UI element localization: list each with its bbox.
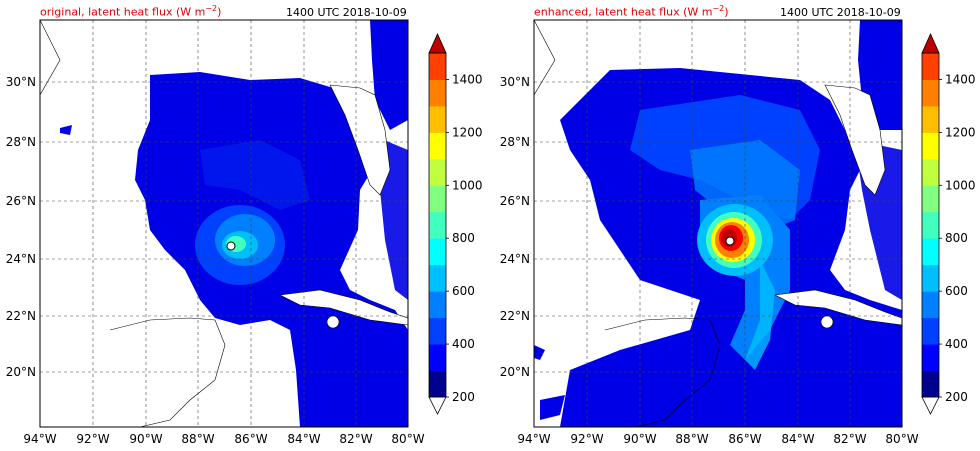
colorbar-bin bbox=[429, 132, 446, 160]
colorbar-min-arrow bbox=[428, 396, 447, 415]
colorbar-tick-label: 600 bbox=[452, 284, 475, 298]
lon-tick-label: 90°W bbox=[623, 432, 656, 446]
colorbar-bin bbox=[922, 105, 939, 133]
colorbar-bin bbox=[429, 53, 446, 80]
colorbar-tick-label: 1000 bbox=[452, 178, 483, 192]
colorbar-bin bbox=[922, 344, 939, 372]
colorbar-tick-label: 800 bbox=[452, 231, 475, 245]
colorbar-original: 200 400 600 800 1000 1200 1400 bbox=[428, 33, 483, 415]
colorbar-max-arrow bbox=[921, 33, 940, 54]
lon-tick-label: 94°W bbox=[23, 432, 56, 446]
lon-tick-label: 86°W bbox=[234, 432, 267, 446]
panel-time-original: 1400 UTC 2018-10-09 bbox=[286, 6, 407, 19]
lon-tick-label: 84°W bbox=[781, 432, 814, 446]
colorbar-bin bbox=[429, 158, 446, 186]
colorbar-bin bbox=[429, 211, 446, 239]
lat-tick-label: 30°N bbox=[500, 75, 530, 89]
colorbar-bin bbox=[922, 158, 939, 186]
colorbar-tick-label: 1400 bbox=[945, 72, 976, 86]
lon-tick-label: 92°W bbox=[570, 432, 603, 446]
colorbar-bin bbox=[922, 132, 939, 160]
colorbar-bin bbox=[429, 291, 446, 319]
lon-tick-label: 90°W bbox=[129, 432, 162, 446]
colorbar-bin bbox=[922, 264, 939, 292]
lat-tick-label: 26°N bbox=[6, 194, 36, 208]
lon-tick-label: 92°W bbox=[76, 432, 109, 446]
panel-time-enhanced: 1400 UTC 2018-10-09 bbox=[780, 6, 901, 19]
lat-tick-label: 24°N bbox=[500, 252, 530, 266]
lat-tick-label: 22°N bbox=[6, 309, 36, 323]
colorbar-bin bbox=[922, 238, 939, 266]
map-enhanced bbox=[534, 20, 902, 427]
lon-tick-label: 86°W bbox=[728, 432, 761, 446]
lat-tick-label: 26°N bbox=[500, 194, 530, 208]
colorbar-bin bbox=[429, 238, 446, 266]
colorbar-bin bbox=[922, 79, 939, 107]
colorbar-enhanced: 200 400 600 800 1000 1200 1400 bbox=[921, 33, 976, 415]
lat-tick-label: 28°N bbox=[6, 135, 36, 149]
colorbar-tick-label: 1400 bbox=[452, 72, 483, 86]
colorbar-tick-label: 400 bbox=[945, 337, 968, 351]
lon-tick-label: 82°W bbox=[339, 432, 372, 446]
colorbar-bin bbox=[429, 79, 446, 107]
lon-tick-label: 80°W bbox=[885, 432, 918, 446]
colorbar-tick-label: 600 bbox=[945, 284, 968, 298]
axis-labels-enhanced: 94°W 92°W 90°W 88°W 86°W 84°W 82°W 80°W … bbox=[500, 75, 919, 446]
colorbar-tick-label: 1200 bbox=[945, 125, 976, 139]
colorbar-bin bbox=[429, 264, 446, 292]
panel-title-enhanced: enhanced, latent heat flux (W m−2) bbox=[534, 4, 729, 19]
colorbar-tick-label: 1000 bbox=[945, 178, 976, 192]
lat-tick-label: 20°N bbox=[500, 365, 530, 379]
colorbar-bin bbox=[922, 53, 939, 80]
lat-tick-label: 30°N bbox=[6, 75, 36, 89]
colorbar-bin bbox=[922, 185, 939, 213]
colorbar-bin bbox=[429, 317, 446, 345]
colorbar-bin bbox=[922, 317, 939, 345]
lon-tick-label: 82°W bbox=[833, 432, 866, 446]
lon-tick-label: 94°W bbox=[517, 432, 550, 446]
colorbar-outline bbox=[428, 52, 447, 398]
colorbar-bin bbox=[429, 344, 446, 372]
colorbar-outline bbox=[921, 52, 940, 398]
lat-tick-label: 22°N bbox=[500, 309, 530, 323]
panel-title-original: original, latent heat flux (W m−2) bbox=[40, 4, 222, 19]
colorbar-bin bbox=[429, 105, 446, 133]
lon-tick-label: 88°W bbox=[181, 432, 214, 446]
lat-tick-label: 24°N bbox=[6, 252, 36, 266]
colorbar-tick-label: 200 bbox=[452, 390, 475, 404]
lon-tick-label: 84°W bbox=[287, 432, 320, 446]
colorbar-bin bbox=[429, 185, 446, 213]
lon-tick-label: 88°W bbox=[675, 432, 708, 446]
colorbar-bin bbox=[429, 370, 446, 398]
colorbar-tick-label: 200 bbox=[945, 390, 968, 404]
axis-labels-original: 94°W 92°W 90°W 88°W 86°W 84°W 82°W 80°W … bbox=[6, 75, 425, 446]
colorbar-tick-label: 400 bbox=[452, 337, 475, 351]
colorbar-bin bbox=[922, 291, 939, 319]
lon-tick-label: 80°W bbox=[391, 432, 424, 446]
lat-tick-label: 28°N bbox=[500, 135, 530, 149]
colorbar-tick-label: 800 bbox=[945, 231, 968, 245]
colorbar-tick-label: 1200 bbox=[452, 125, 483, 139]
lat-tick-label: 20°N bbox=[6, 365, 36, 379]
colorbar-min-arrow bbox=[921, 396, 940, 415]
map-original bbox=[40, 20, 408, 427]
colorbar-max-arrow bbox=[428, 33, 447, 54]
colorbar-bin bbox=[922, 370, 939, 398]
colorbar-bin bbox=[922, 211, 939, 239]
